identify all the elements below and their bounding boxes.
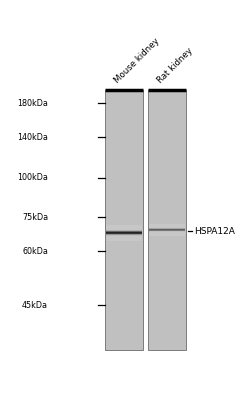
Text: 75kDa: 75kDa [22, 213, 48, 222]
Bar [148, 90, 186, 350]
Text: Rat kidney: Rat kidney [155, 46, 194, 85]
Text: 60kDa: 60kDa [22, 247, 48, 256]
Text: 45kDa: 45kDa [22, 301, 48, 310]
Text: 140kDa: 140kDa [17, 133, 48, 142]
Text: 100kDa: 100kDa [17, 174, 48, 182]
Text: HSPA12A: HSPA12A [194, 227, 235, 236]
Text: 180kDa: 180kDa [17, 99, 48, 108]
Text: Mouse kidney: Mouse kidney [113, 36, 162, 85]
Bar [105, 90, 143, 350]
